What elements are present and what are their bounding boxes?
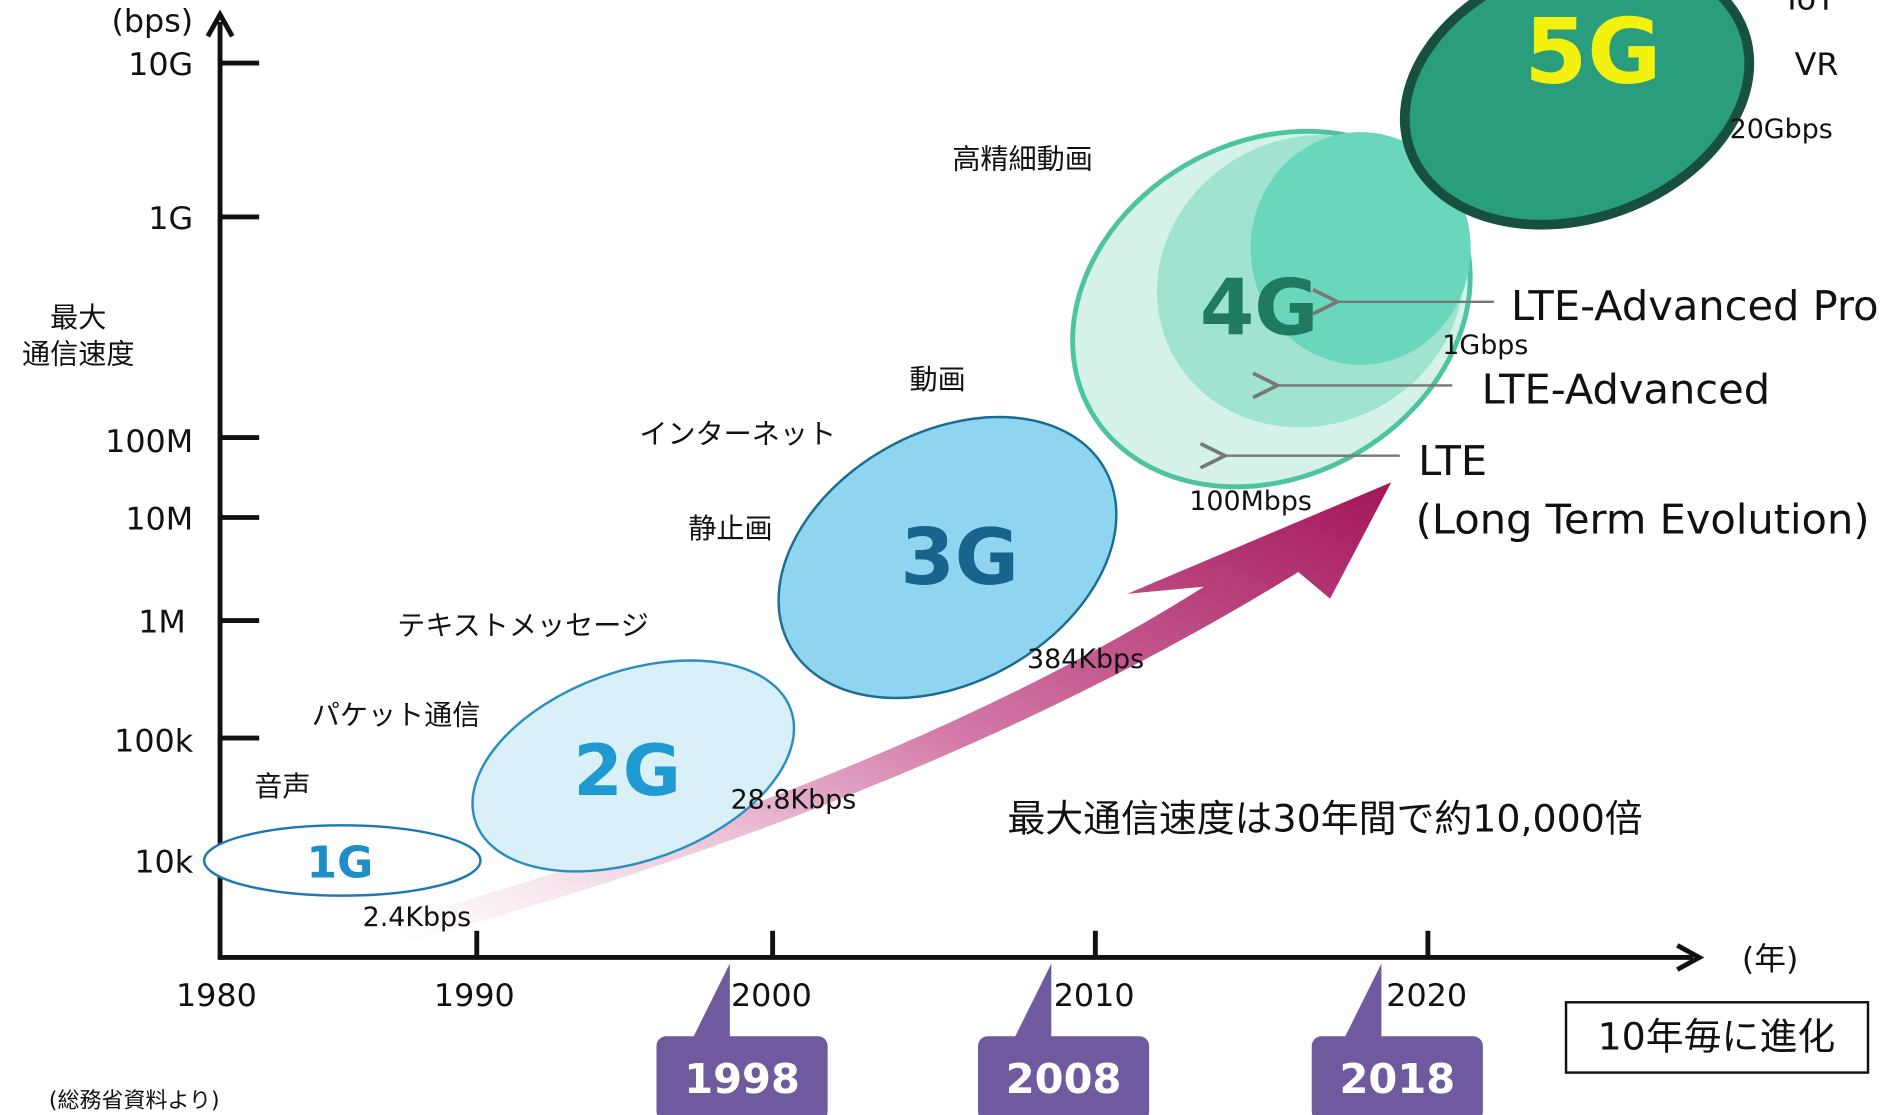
speed: 28.8Kbps (731, 784, 857, 815)
service: VR (1795, 47, 1839, 83)
gen-label: 2G (573, 729, 681, 812)
service: インターネット (639, 418, 836, 451)
x-tick-label: 1980 (176, 978, 257, 1014)
speed: 384Kbps (1027, 644, 1144, 675)
x-tick-label: 2000 (731, 978, 812, 1014)
lte-label: LTE (1418, 437, 1487, 485)
lte-label: LTE-Advanced Pro (1511, 282, 1879, 330)
box-label: 10年毎に進化 (1598, 1015, 1836, 1059)
service: 高精細動画 (952, 143, 1093, 176)
y-tick-label: 1M (138, 605, 186, 641)
service: 動画 (910, 363, 966, 396)
service: IoT (1787, 0, 1836, 18)
y-ticks: (bps) 10G 1G 100M 10M 1M 100k 10k (105, 4, 194, 881)
lte-label: (Long Term Evolution) (1416, 495, 1870, 543)
y-tick-label: 10M (125, 502, 193, 538)
y-tick-label: 100k (114, 724, 194, 760)
y-unit: (bps) (111, 4, 193, 40)
x-ticks: 1980 1990 2000 2010 2020 (年) (176, 942, 1799, 1014)
gen-label: 1G (306, 838, 373, 889)
milestone: 2008 (1006, 1055, 1122, 1103)
x-unit: (年) (1742, 942, 1799, 978)
speed: 100Mbps (1189, 486, 1312, 517)
y-tick-label: 100M (105, 424, 193, 460)
gen-label: 4G (1200, 264, 1319, 354)
speed: 1Gbps (1442, 330, 1528, 361)
milestone: 2018 (1339, 1055, 1455, 1103)
note: 最大通信速度は30年間で約10,000倍 (1007, 797, 1642, 841)
lte-label: LTE-Advanced (1482, 366, 1770, 414)
diagram: (bps) 10G 1G 100M 10M 1M 100k 10k 最大 通信速… (0, 0, 1901, 1115)
milestone: 1998 (684, 1055, 800, 1103)
service: 静止画 (688, 512, 772, 545)
service: テキストメッセージ (397, 609, 649, 642)
x-tick-label: 1990 (434, 978, 515, 1014)
x-tick-label: 2010 (1054, 978, 1135, 1014)
y-label: 通信速度 (22, 338, 134, 371)
service: 音声 (254, 770, 310, 803)
service: パケット通信 (312, 699, 481, 732)
speed: 2.4Kbps (363, 902, 472, 933)
speed: 20Gbps (1730, 114, 1833, 145)
x-tick-label: 2020 (1386, 978, 1467, 1014)
y-label: 最大 (50, 301, 106, 334)
y-tick-label: 10k (134, 845, 193, 881)
gen-label: 5G (1524, 0, 1661, 104)
y-tick-label: 10G (128, 47, 193, 83)
source: (総務省資料より) (49, 1089, 220, 1114)
y-tick-label: 1G (148, 201, 193, 237)
gen-label: 3G (900, 513, 1019, 603)
